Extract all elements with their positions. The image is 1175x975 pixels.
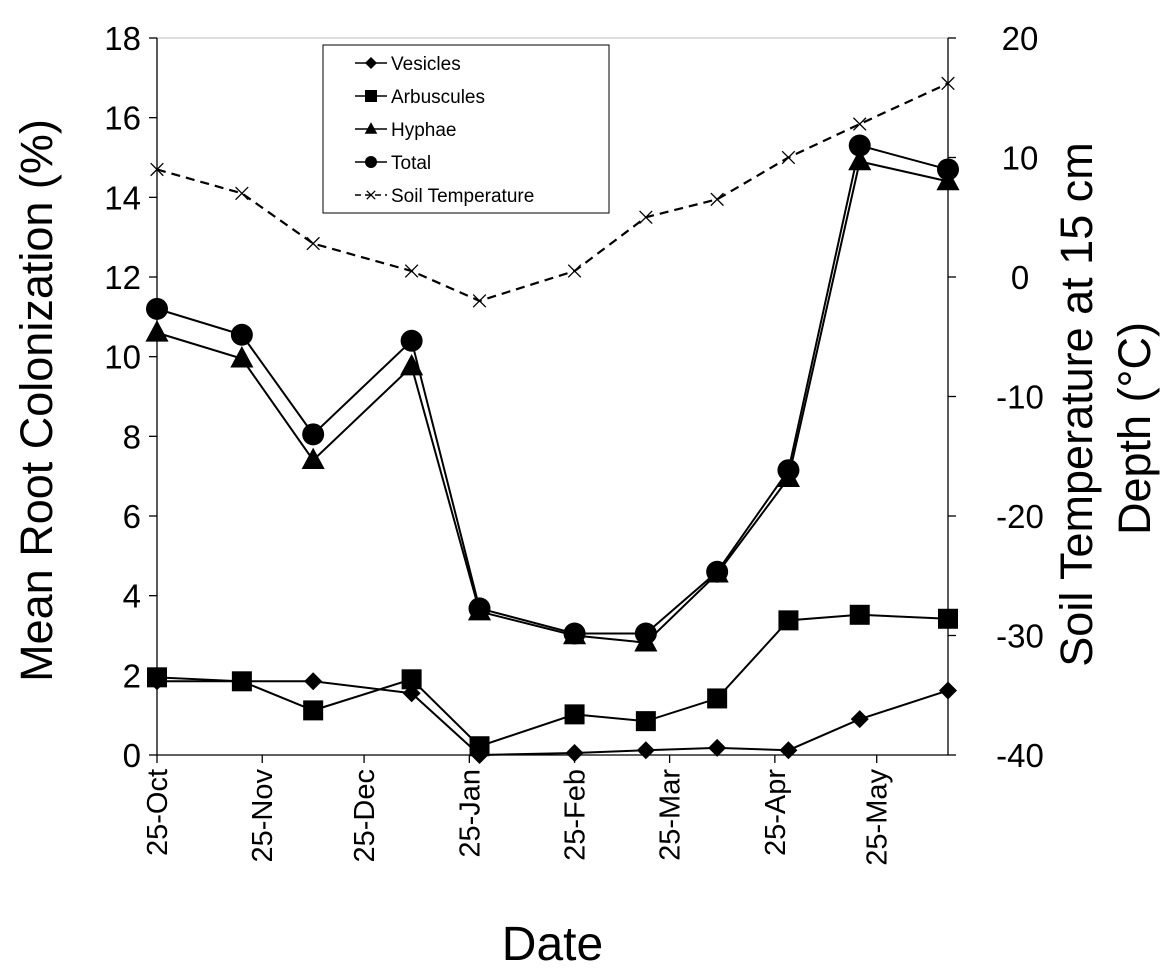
point-vesicles: [304, 672, 323, 691]
y-tick-label: 12: [104, 259, 141, 296]
point-total: [400, 329, 423, 352]
point-hyphae: [400, 353, 424, 376]
point-total: [634, 622, 657, 645]
point-hyphae: [145, 320, 169, 342]
point-arbuscules: [938, 608, 958, 629]
x-axis-title: Date: [502, 918, 603, 970]
legend-marker: [365, 156, 377, 168]
point-total: [706, 560, 729, 583]
y2-tick-label: -10: [996, 379, 1044, 416]
x-tick-label: 25-Mar: [655, 769, 687, 861]
point-arbuscules: [469, 736, 490, 757]
y2-axis-title-line2: Depth (°C): [1109, 322, 1160, 535]
legend-marker: [364, 122, 378, 134]
point-total: [302, 423, 325, 446]
x-tick-label: 25-Jan: [454, 769, 486, 858]
series-vesicles: [148, 672, 957, 764]
point-arbuscules: [401, 669, 422, 690]
point-soil-temperature: [306, 236, 320, 251]
point-total: [146, 297, 168, 320]
point-total: [563, 622, 586, 645]
y2-tick-label: 0: [1011, 259, 1029, 296]
point-total: [777, 459, 800, 482]
point-arbuscules: [564, 704, 585, 725]
y2-tick-label: 20: [1002, 20, 1039, 57]
y2-tick-label: -20: [996, 498, 1044, 535]
x-tick-label: 25-Apr: [760, 769, 792, 856]
point-arbuscules: [635, 711, 656, 732]
y2-axis-title-line1: Soil Temperature at 15 cm: [1051, 142, 1102, 666]
y-axis-title: Mean Root Colonization (%): [11, 119, 62, 682]
point-soil-temperature: [235, 186, 249, 201]
y-tick-label: 16: [104, 100, 141, 137]
point-arbuscules: [231, 671, 252, 692]
x-tick-label: 25-Oct: [142, 769, 174, 856]
x-tick-label: 25-Feb: [560, 769, 592, 861]
point-hyphae: [848, 148, 872, 171]
point-vesicles: [708, 738, 727, 757]
point-total: [230, 323, 253, 346]
point-arbuscules: [778, 610, 799, 631]
point-total: [848, 134, 871, 157]
point-arbuscules: [303, 700, 324, 721]
point-soil-temperature: [781, 150, 796, 165]
point-arbuscules: [147, 667, 167, 688]
point-soil-temperature: [150, 162, 164, 177]
legend-label: Hyphae: [391, 120, 457, 141]
legend-item-hyphae: Hyphae: [355, 120, 457, 141]
point-vesicles: [850, 710, 869, 729]
legend-item-total: Total: [355, 153, 431, 174]
legend-label: Vesicles: [391, 54, 461, 75]
point-soil-temperature: [710, 192, 724, 207]
legend-item-arbuscules: Arbuscules: [355, 87, 485, 108]
series-line-hyphae: [156, 160, 949, 644]
legend-item-soil-temperature: Soil Temperature: [355, 186, 534, 207]
series-arbuscules: [147, 604, 958, 757]
legend-marker: [366, 190, 376, 200]
point-arbuscules: [849, 604, 870, 625]
point-hyphae: [301, 447, 325, 470]
point-arbuscules: [707, 688, 728, 709]
legend-item-vesicles: Vesicles: [355, 54, 461, 75]
legend-marker: [365, 90, 377, 102]
x-tick-label: 25-Nov: [247, 769, 279, 863]
point-soil-temperature: [404, 264, 419, 278]
point-total: [937, 158, 959, 181]
x-tick-label: 25-May: [862, 769, 894, 866]
legend-label: Soil Temperature: [391, 186, 534, 207]
y-tick-label: 4: [123, 578, 141, 615]
series-hyphae: [145, 148, 960, 652]
legend-label: Total: [391, 153, 431, 174]
point-vesicles: [779, 741, 798, 760]
series-line-total: [156, 144, 949, 635]
point-total: [468, 597, 491, 620]
y-tick-label: 0: [123, 737, 141, 774]
point-soil-temperature: [567, 264, 582, 278]
legend-marker: [365, 57, 377, 69]
y-tick-label: 8: [123, 418, 141, 455]
point-hyphae: [230, 346, 254, 368]
point-soil-temperature: [941, 76, 955, 91]
point-soil-temperature: [472, 294, 487, 308]
y-tick-label: 6: [123, 498, 141, 535]
y-tick-label: 10: [104, 339, 141, 376]
y2-tick-label: -40: [996, 737, 1044, 774]
y-tick-label: 14: [104, 179, 141, 216]
series-line-vesicles: [157, 680, 949, 757]
series-total: [146, 134, 959, 645]
point-soil-temperature: [852, 117, 867, 131]
point-vesicles: [636, 741, 655, 760]
y2-tick-label: 10: [1002, 140, 1039, 177]
series-soil-temperature: [150, 76, 955, 308]
y2-tick-label: -30: [996, 618, 1044, 655]
y-tick-label: 2: [123, 657, 141, 694]
x-tick-label: 25-Dec: [349, 769, 381, 863]
legend-label: Arbuscules: [391, 87, 485, 108]
point-soil-temperature: [639, 210, 653, 225]
point-vesicles: [565, 744, 584, 763]
y-tick-label: 18: [104, 20, 141, 57]
point-vesicles: [939, 681, 957, 700]
